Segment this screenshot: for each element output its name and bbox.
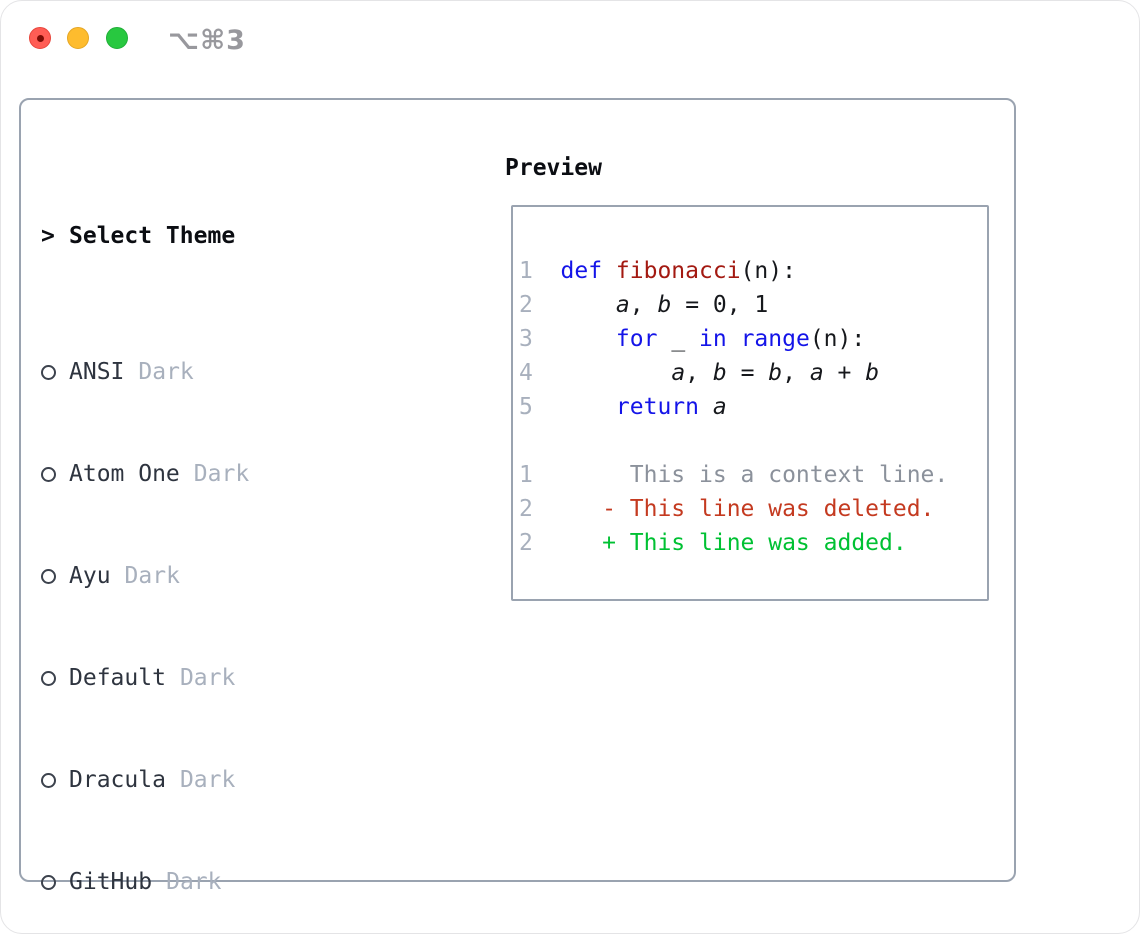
select-theme-header: > Select Theme xyxy=(41,219,429,253)
code-token: = 0, 1 xyxy=(671,292,769,318)
zoom-button[interactable] xyxy=(106,27,128,49)
code-token: , xyxy=(782,360,810,386)
diff-text: This is a context line. xyxy=(560,462,949,488)
select-theme-title: Select Theme xyxy=(69,223,236,249)
diff-text: - This line was deleted. xyxy=(560,496,935,522)
code-line: 4 a, b = b, a + b xyxy=(519,356,987,390)
code-token: for xyxy=(615,326,658,352)
radio-icon xyxy=(41,875,56,890)
prompt-icon: > xyxy=(41,223,55,249)
code-token: , xyxy=(685,360,713,386)
radio-icon xyxy=(41,569,56,584)
titlebar: ⌥⌘3 xyxy=(1,1,1139,76)
unsaved-dot-icon xyxy=(37,35,44,42)
preview-box: 1 def fibonacci(n): 2 a, b = 0, 1 3 for _… xyxy=(511,205,989,601)
code-line: 1 def fibonacci(n): xyxy=(519,254,987,288)
code-token: range xyxy=(740,326,810,352)
line-number: 3 xyxy=(519,326,533,352)
code-token: fibonacci xyxy=(615,258,741,284)
code-line: 3 for _ in range(n): xyxy=(519,322,987,356)
code-line: 2 a, b = 0, 1 xyxy=(519,288,987,322)
diff-line-deleted: 2 - This line was deleted. xyxy=(519,492,987,526)
theme-item-atom-one-dark[interactable]: Atom One Dark xyxy=(41,457,429,491)
code-token: = xyxy=(726,360,769,386)
code-token: a xyxy=(712,394,727,420)
code-token: , xyxy=(629,292,658,318)
code-token: + xyxy=(823,360,866,386)
code-token: in xyxy=(699,326,727,352)
theme-item-ansi-dark[interactable]: ANSI Dark xyxy=(41,355,429,389)
line-number: 4 xyxy=(519,360,533,386)
code-token: b xyxy=(712,360,727,386)
code-token xyxy=(561,360,672,386)
code-token: return xyxy=(615,394,700,420)
line-number: 2 xyxy=(519,292,533,318)
theme-item-default-dark[interactable]: Default Dark xyxy=(41,661,429,695)
code-token xyxy=(699,394,713,420)
theme-item-dracula-dark[interactable]: Dracula Dark xyxy=(41,763,429,797)
line-number: 2 xyxy=(519,530,533,556)
blank-line xyxy=(519,424,987,458)
code-token: a xyxy=(615,292,630,318)
code-token: a xyxy=(671,360,686,386)
code-token: b xyxy=(657,292,672,318)
code-token: (n): xyxy=(740,258,796,284)
code-token: a xyxy=(809,360,824,386)
diff-line-added: 2 + This line was added. xyxy=(519,526,987,560)
code-token: (n): xyxy=(809,326,866,352)
code-token: b xyxy=(768,360,783,386)
code-token xyxy=(561,394,616,420)
code-token: def xyxy=(560,258,616,284)
code-token xyxy=(727,326,741,352)
preview-title: Preview xyxy=(505,155,602,181)
minimize-button[interactable] xyxy=(67,27,89,49)
theme-item-github-dark[interactable]: GitHub Dark xyxy=(41,865,429,899)
line-number: 2 xyxy=(519,496,533,522)
diff-line-context: 1 This is a context line. xyxy=(519,458,987,492)
code-token xyxy=(561,292,616,318)
radio-icon xyxy=(41,773,56,788)
radio-icon xyxy=(41,365,56,380)
code-token xyxy=(561,326,616,352)
code-preview: 1 def fibonacci(n): 2 a, b = 0, 1 3 for _… xyxy=(513,207,987,560)
theme-picker-panel: > Select Theme ANSI Dark Atom One Dark Ayu D… xyxy=(19,98,1016,895)
radio-icon xyxy=(41,671,56,686)
theme-list: > Select Theme ANSI Dark Atom One Dark Ayu D… xyxy=(41,151,429,933)
code-token: b xyxy=(865,360,880,386)
window-title: ⌥⌘3 xyxy=(168,25,246,56)
code-token: _ xyxy=(657,326,700,352)
radio-icon xyxy=(41,467,56,482)
line-number: 1 xyxy=(519,462,533,488)
line-number: 1 xyxy=(519,258,533,284)
code-line: 5 return a xyxy=(519,390,987,424)
line-number: 5 xyxy=(519,394,533,420)
diff-text: + This line was added. xyxy=(560,530,907,556)
theme-item-ayu-dark[interactable]: Ayu Dark xyxy=(41,559,429,593)
close-button[interactable] xyxy=(29,27,51,49)
